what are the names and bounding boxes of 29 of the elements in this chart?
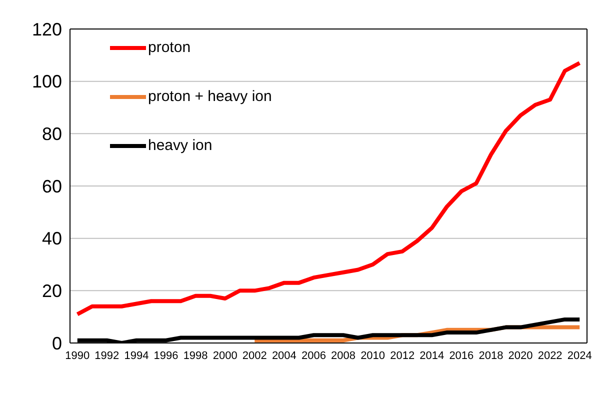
x-tick-label: 2000 — [212, 350, 238, 362]
legend-label: proton + heavy ion — [148, 88, 272, 105]
x-tick-label: 2008 — [331, 350, 356, 362]
x-tick-label: 2006 — [301, 350, 326, 362]
y-tick-label: 60 — [42, 176, 62, 196]
x-tick-label: 2018 — [478, 350, 504, 362]
x-tick-label: 1998 — [183, 350, 208, 362]
x-tick-label: 2002 — [242, 350, 267, 362]
line-series — [75, 61, 582, 316]
x-tick-label: 1996 — [154, 350, 178, 362]
x-tick-label: 2004 — [272, 350, 296, 362]
y-tick-label: 80 — [42, 124, 62, 144]
y-tick-label: 100 — [32, 72, 62, 92]
legend-label: heavy ion — [148, 137, 212, 154]
x-tick-label: 2024 — [567, 350, 592, 362]
x-tick-label: 2014 — [420, 350, 444, 362]
x-tick-label: 2022 — [538, 350, 562, 362]
y-tick-label: 120 — [32, 19, 62, 40]
x-tick-label: 1990 — [65, 350, 90, 362]
x-tick-label: 1994 — [124, 350, 149, 362]
x-tick-label: 1992 — [94, 350, 120, 362]
x-tick-label: 2020 — [508, 350, 533, 362]
y-tick-label: 20 — [42, 281, 62, 302]
y-tick-label: 40 — [42, 228, 62, 249]
legend-label: proton — [148, 39, 191, 56]
x-tick-label: 2016 — [449, 350, 474, 362]
x-tick-label: 2012 — [390, 350, 415, 362]
x-tick-label: 2010 — [360, 350, 386, 362]
y-tick-label: 0 — [52, 333, 62, 354]
